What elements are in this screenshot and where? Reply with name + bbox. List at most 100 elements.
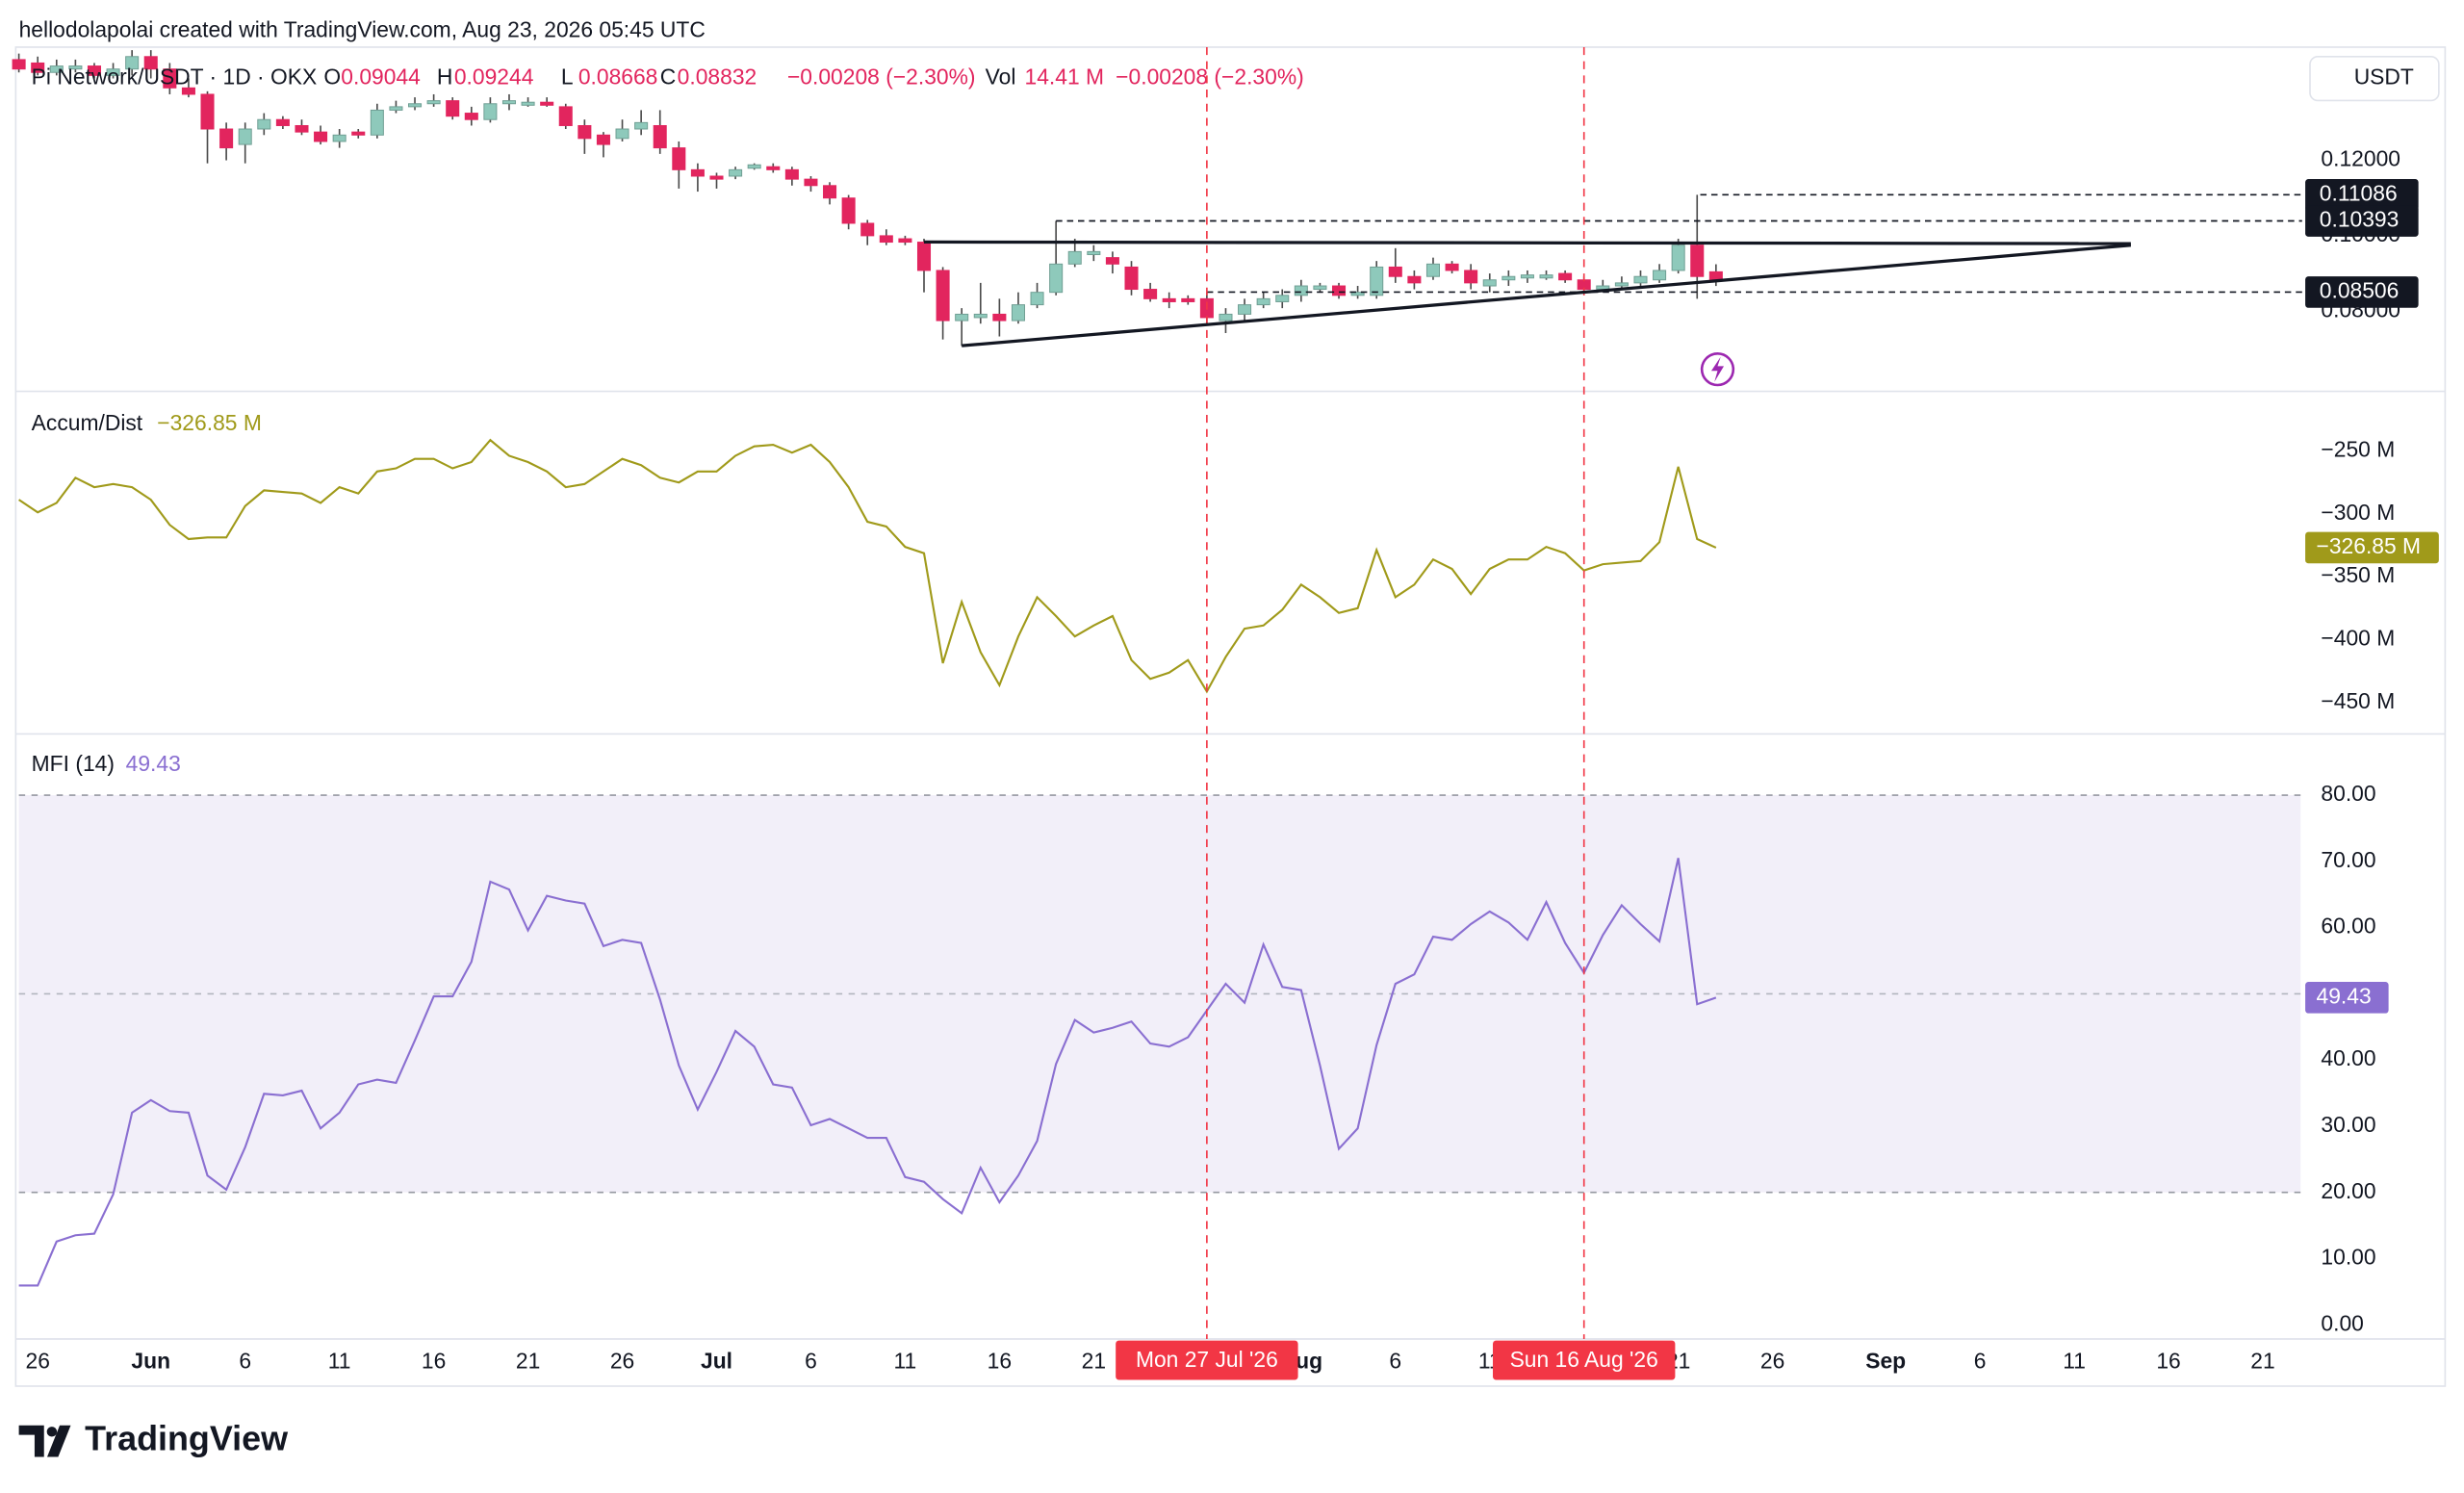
candle-body	[1671, 245, 1685, 271]
candle-body	[841, 197, 856, 224]
candle-body	[181, 87, 195, 95]
brand-logo	[18, 1425, 71, 1457]
candle-body	[916, 242, 932, 271]
candle-body	[1520, 274, 1534, 279]
candle-body	[540, 101, 554, 106]
candle-body	[1067, 250, 1082, 265]
ohlc-value: 0.09044	[341, 64, 421, 90]
candle-body	[1256, 297, 1270, 306]
candle-body	[1162, 297, 1176, 302]
x-tick-label: 26	[610, 1349, 634, 1374]
candle-body	[1275, 295, 1290, 302]
candle-body	[634, 121, 649, 130]
candle-body	[426, 100, 441, 105]
candle-body	[992, 313, 1007, 322]
crosshair-label: Sun 16 Aug '26	[1510, 1347, 1658, 1372]
candle-body	[1370, 266, 1384, 296]
candle-body	[483, 103, 498, 120]
candle-body	[1407, 275, 1422, 284]
candle-body	[558, 106, 573, 126]
candle-body	[464, 113, 478, 120]
x-tick-label: 21	[2250, 1349, 2274, 1374]
candle-body	[1690, 245, 1705, 277]
x-tick-label: 6	[805, 1349, 817, 1374]
candle-body	[219, 128, 234, 149]
y-tick-label: 80.00	[2321, 781, 2375, 806]
candle-body	[1633, 275, 1648, 284]
y-tick-label: 70.00	[2321, 847, 2375, 872]
candle-body	[238, 128, 252, 145]
crosshair-label: Mon 27 Jul '26	[1136, 1347, 1278, 1372]
candle-body	[501, 100, 517, 105]
y-tick-label: 30.00	[2321, 1112, 2375, 1137]
candle-body	[125, 56, 140, 70]
price-label-box	[2305, 276, 2419, 308]
volume-label: Vol	[986, 64, 1016, 90]
x-tick-label: 21	[516, 1349, 540, 1374]
y-tick-label: 60.00	[2321, 914, 2375, 939]
candle-body	[163, 68, 177, 89]
candle-body	[1105, 257, 1119, 265]
candle-body	[879, 235, 893, 244]
volume-change: −0.00208 (−2.30%)	[1116, 64, 1304, 90]
candle-body	[709, 175, 724, 180]
x-tick-label: 11	[894, 1349, 917, 1374]
candle-body	[1502, 275, 1516, 281]
candle-body	[1614, 282, 1629, 287]
indicator-line	[18, 858, 1717, 1287]
y-tick-label: 10.00	[2321, 1245, 2375, 1270]
candle-body	[351, 131, 366, 136]
candle-body	[446, 100, 460, 117]
candle-body	[596, 134, 610, 145]
plot-layer: 0.120000.100000.080000.110860.103930.085…	[12, 46, 2439, 1380]
y-tick-label: −400 M	[2321, 626, 2395, 651]
crosshair-label-box	[1116, 1340, 1298, 1380]
x-tick-label: 26	[25, 1349, 49, 1374]
last-value-label: 49.43	[2317, 983, 2372, 1008]
candle-body	[1653, 270, 1667, 281]
candle-body	[370, 109, 384, 136]
y-tick-label: 20.00	[2321, 1178, 2375, 1203]
price-label: 0.10393	[2320, 207, 2400, 232]
candle-body	[1425, 263, 1440, 277]
x-tick-label: 21	[1082, 1349, 1106, 1374]
ohlc-label: O	[323, 64, 341, 90]
legend-title: Accum/Dist	[32, 410, 143, 435]
candle-body	[1011, 304, 1025, 322]
candle-body	[295, 124, 309, 133]
candle-body	[87, 65, 101, 76]
x-tick-label: Sep	[1865, 1349, 1906, 1374]
candle-body	[389, 106, 403, 111]
y-tick-label: 0.12000	[2321, 146, 2400, 171]
candle-body	[672, 147, 686, 170]
currency[interactable]: USDT	[2354, 64, 2414, 90]
x-tick-label: 11	[328, 1349, 351, 1374]
chart-frame	[14, 46, 2447, 1387]
candle-body	[823, 185, 837, 199]
last-value-label: −326.85 M	[2317, 533, 2422, 558]
ohlc-value: 0.09244	[454, 64, 534, 90]
candle-body	[1708, 270, 1723, 281]
candle-body	[1124, 266, 1139, 291]
candle-body	[1350, 292, 1365, 296]
ohlc-label: H	[437, 64, 453, 90]
candle-body	[1464, 270, 1478, 284]
legend-value: −326.85 M	[157, 410, 262, 435]
x-tick-label: 6	[1974, 1349, 1987, 1374]
currency-button[interactable]	[2309, 55, 2440, 102]
candle-body	[729, 168, 743, 177]
x-tick-label: 6	[239, 1349, 251, 1374]
y-tick-label: −250 M	[2321, 437, 2395, 462]
y-tick-label: 0.00	[2321, 1310, 2363, 1335]
candle-body	[1219, 313, 1233, 322]
candle-body	[860, 222, 875, 237]
candle-body	[1313, 285, 1327, 291]
x-tick-label: 16	[422, 1349, 446, 1374]
header: hellodolapolai created with TradingView.…	[19, 17, 706, 42]
candle-body	[1539, 274, 1553, 279]
alert-icon[interactable]	[1700, 352, 1735, 387]
x-tick-label: 16	[988, 1349, 1012, 1374]
price-label: 0.11086	[2320, 180, 2398, 205]
last-value-box	[2305, 531, 2439, 564]
candle-body	[653, 124, 667, 149]
